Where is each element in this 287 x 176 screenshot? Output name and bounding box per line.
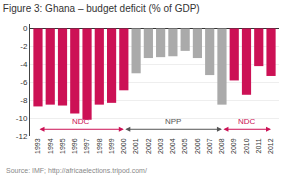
svg-text:NPP: NPP (165, 117, 181, 126)
svg-text:Source: IMF; http://africaelec: Source: IMF; http://africaelections.trip… (6, 167, 147, 175)
svg-text:NDC: NDC (72, 117, 90, 126)
svg-text:-8: -8 (20, 96, 28, 105)
svg-text:2011: 2011 (255, 138, 262, 153)
svg-text:2005: 2005 (181, 138, 188, 154)
svg-text:2004: 2004 (169, 138, 176, 154)
svg-text:-6: -6 (20, 78, 28, 87)
svg-text:-12: -12 (16, 132, 28, 141)
svg-text:1995: 1995 (59, 138, 66, 154)
svg-text:2010: 2010 (243, 138, 250, 154)
svg-text:2001: 2001 (132, 138, 139, 154)
svg-text:Figure 3: Ghana – budget defic: Figure 3: Ghana – budget deficit (% of G… (3, 3, 200, 14)
svg-text:2003: 2003 (157, 138, 164, 154)
svg-text:2007: 2007 (206, 138, 213, 154)
svg-text:NDC: NDC (238, 117, 256, 126)
svg-text:2008: 2008 (218, 138, 225, 154)
svg-text:1999: 1999 (108, 138, 115, 154)
svg-text:1994: 1994 (47, 138, 54, 154)
svg-text:1993: 1993 (34, 138, 41, 154)
svg-text:1998: 1998 (96, 138, 103, 154)
svg-text:2000: 2000 (120, 138, 127, 154)
svg-text:-2: -2 (20, 42, 28, 51)
svg-text:2012: 2012 (267, 138, 274, 154)
svg-text:2006: 2006 (194, 138, 201, 154)
svg-text:2009: 2009 (231, 138, 238, 154)
svg-text:-4: -4 (20, 60, 28, 69)
svg-text:2002: 2002 (145, 138, 152, 154)
svg-text:0: 0 (23, 24, 28, 33)
svg-text:-10: -10 (16, 114, 28, 123)
svg-text:1996: 1996 (71, 138, 78, 154)
svg-text:1997: 1997 (83, 138, 90, 154)
